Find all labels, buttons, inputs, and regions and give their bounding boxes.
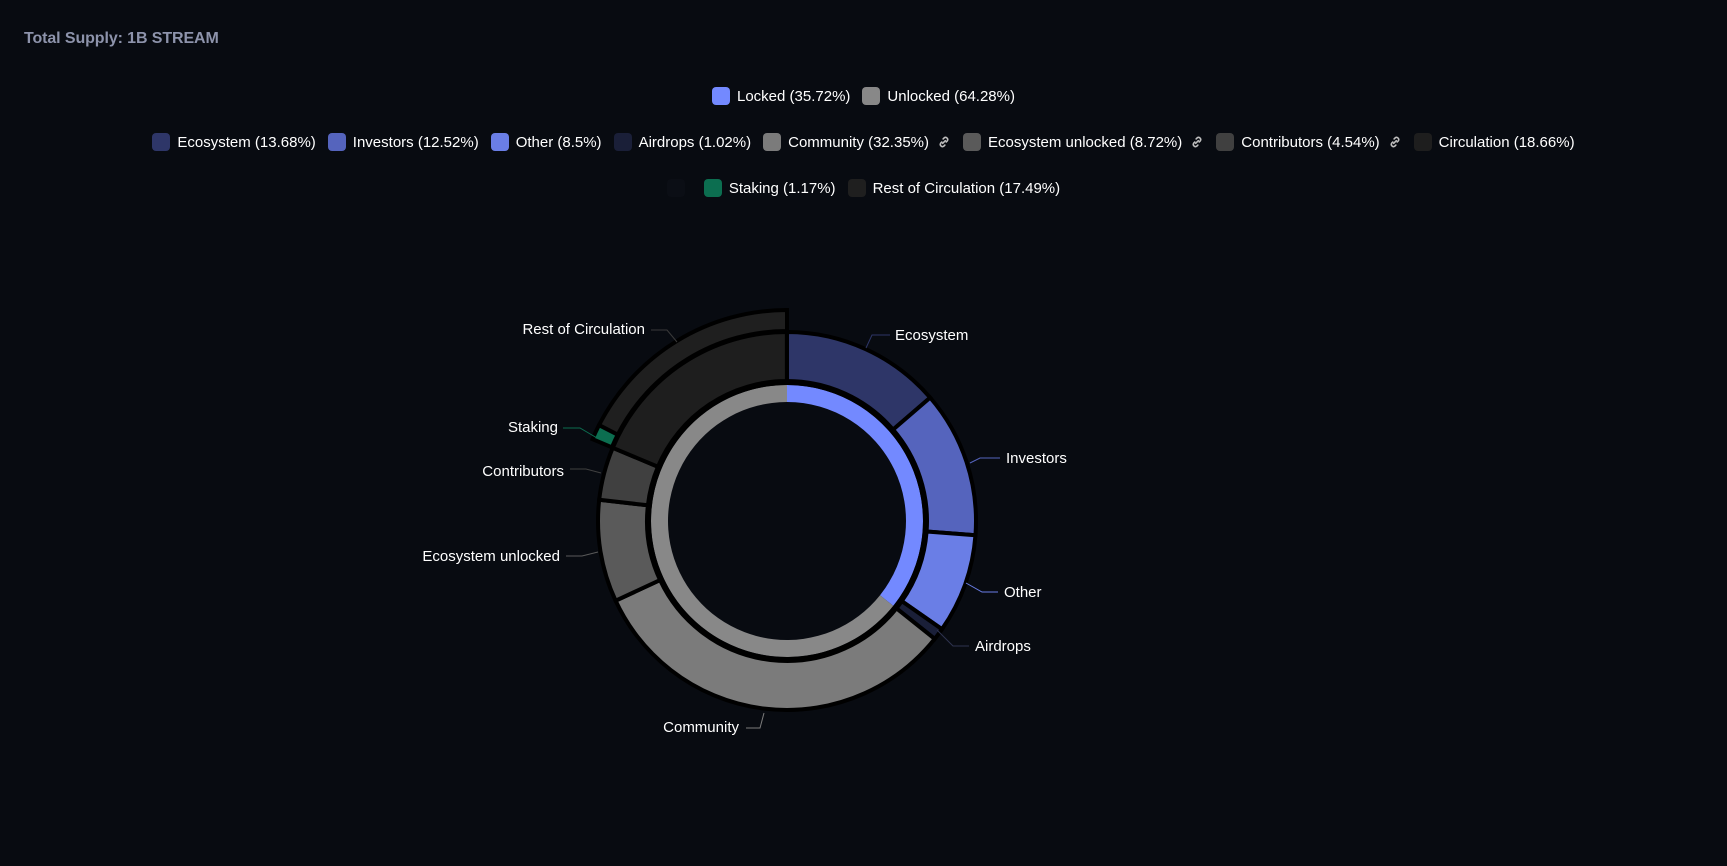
label-leader-line [969, 457, 1000, 464]
donut-segment-locked[interactable] [787, 385, 923, 606]
legend-item-ecosystem-unlocked[interactable]: Ecosystem unlocked (8.72%) [963, 133, 1204, 151]
label-leader-line [746, 712, 765, 729]
legend-swatch [862, 87, 881, 105]
legend-swatch [613, 133, 632, 151]
legend-swatch [1216, 133, 1235, 151]
legend-label: Rest of Circulation (17.49%) [872, 179, 1061, 197]
legend-item-investors[interactable]: Investors (12.52%) [327, 133, 479, 151]
segment-label: Staking [508, 419, 558, 436]
legend-allocation: Ecosystem (13.68%) Investors (12.52%) Ot… [0, 133, 1727, 151]
legend-label: Ecosystem unlocked (8.72%) [988, 133, 1183, 151]
label-leader-line [936, 629, 969, 647]
legend-swatch [152, 133, 171, 151]
legend-item-community[interactable]: Community (32.35%) [763, 133, 951, 151]
legend-label: Locked (35.72%) [737, 87, 851, 105]
segment-label: Contributors [482, 463, 564, 480]
legend-label: Ecosystem (13.68%) [177, 133, 316, 151]
legend-item-circulation[interactable]: Circulation (18.66%) [1413, 133, 1575, 151]
legend-swatch [712, 87, 730, 105]
legend-swatch [763, 133, 782, 151]
segment-label: Other [1004, 584, 1042, 601]
legend-label: Staking (1.17%) [728, 179, 836, 197]
legend-circulation: Staking (1.17%) Rest of Circulation (17.… [0, 179, 1727, 197]
segment-label: Community [663, 719, 739, 736]
legend-item-ecosystem[interactable]: Ecosystem (13.68%) [152, 133, 316, 151]
segment-label: Ecosystem [895, 327, 968, 344]
label-leader-line [566, 551, 599, 557]
label-leader-line [865, 334, 890, 349]
legend-label: Airdrops (1.02%) [638, 133, 752, 151]
label-leader-line [563, 427, 598, 439]
legend-swatch [963, 133, 981, 151]
label-leader-line [651, 329, 678, 343]
segment-label: Airdrops [975, 638, 1031, 655]
segment-label: Ecosystem unlocked [422, 548, 560, 565]
legend-item-airdrops[interactable]: Airdrops (1.02%) [613, 133, 752, 151]
legend-swatch [327, 133, 346, 151]
legend-item-staking[interactable]: Staking (1.17%) [703, 179, 836, 197]
total-supply-title: Total Supply: 1B STREAM [24, 30, 219, 47]
label-leader-line [570, 468, 602, 474]
segment-label: Investors [1006, 450, 1067, 467]
ring-separator [647, 381, 927, 661]
legend-swatch [490, 133, 509, 151]
legend-swatch [703, 179, 722, 197]
link-icon[interactable] [1388, 135, 1402, 149]
legend-status: Locked (35.72%) Unlocked (64.28%) [0, 87, 1727, 105]
legend-item-locked[interactable]: Locked (35.72%) [712, 87, 850, 105]
segment-label: Rest of Circulation [522, 321, 645, 338]
legend-swatch [1413, 133, 1432, 151]
legend-item-contributors[interactable]: Contributors (4.54%) [1216, 133, 1401, 151]
label-leader-line [965, 582, 998, 593]
legend-label: Community (32.35%) [788, 133, 929, 151]
legend-item-unlocked[interactable]: Unlocked (64.28%) [862, 87, 1015, 105]
legend-label: Contributors (4.54%) [1241, 133, 1380, 151]
link-icon[interactable] [1190, 135, 1204, 149]
legend-label: Unlocked (64.28%) [887, 87, 1015, 105]
legend-swatch [666, 179, 685, 197]
legend-label: Other (8.5%) [515, 133, 602, 151]
legend-item-other[interactable]: Other (8.5%) [490, 133, 602, 151]
legend-item-rest-of-circulation[interactable]: Rest of Circulation (17.49%) [847, 179, 1061, 197]
legend-label: Investors (12.52%) [352, 133, 479, 151]
legend-label: Circulation (18.66%) [1438, 133, 1575, 151]
donut-segment-rest-of-circulation[interactable] [596, 307, 789, 438]
legend-item-hidden[interactable] [666, 179, 692, 197]
legend-swatch [847, 179, 866, 197]
link-icon[interactable] [937, 135, 951, 149]
